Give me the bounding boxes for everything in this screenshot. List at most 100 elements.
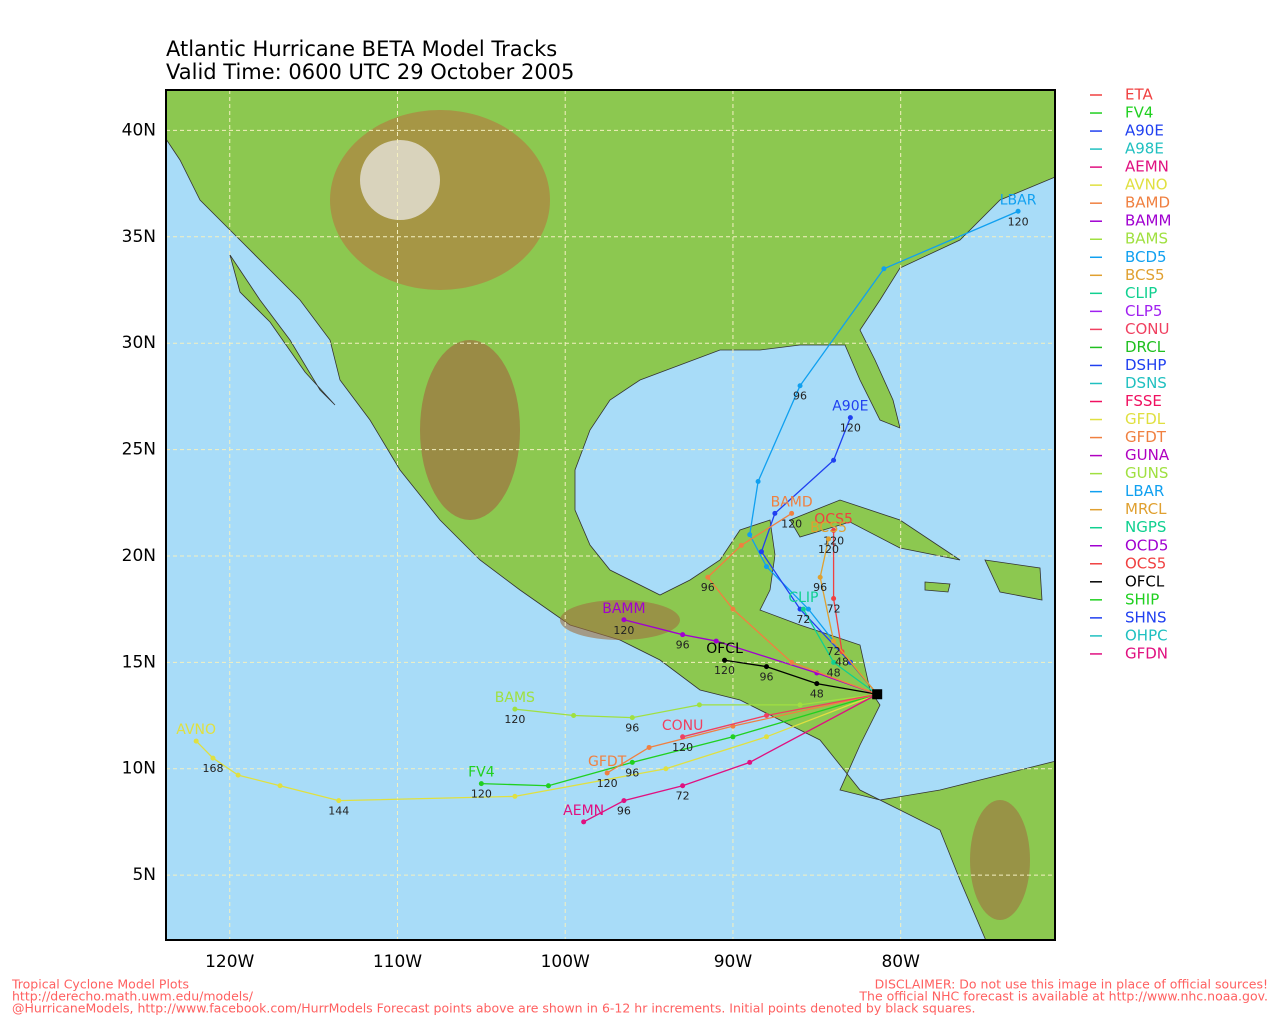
footer-left: http://derecho.math.uwm.edu/models/ bbox=[12, 989, 254, 1004]
track-label: BAMD bbox=[771, 494, 813, 510]
forecast-hour: 168 bbox=[202, 762, 223, 775]
track-point bbox=[758, 549, 764, 555]
legend-label: NGPS bbox=[1125, 518, 1166, 536]
track-point bbox=[629, 715, 635, 721]
track-point bbox=[831, 638, 837, 644]
track-label: BAMS bbox=[495, 690, 535, 706]
track-label: BAMM bbox=[602, 601, 645, 617]
track-point bbox=[789, 510, 795, 516]
legend-label: ETA bbox=[1125, 86, 1153, 104]
forecast-hour: 120 bbox=[504, 713, 525, 726]
legend-label: BCD5 bbox=[1125, 248, 1167, 266]
forecast-hour: 96 bbox=[625, 722, 639, 735]
track-point bbox=[1015, 208, 1021, 214]
track-label: GFDT bbox=[588, 754, 627, 770]
forecast-hour: 96 bbox=[625, 766, 639, 779]
track-point bbox=[881, 266, 887, 272]
track-point bbox=[789, 659, 795, 665]
footer-right: The official NHC forecast is available a… bbox=[858, 989, 1268, 1004]
legend-label: SHNS bbox=[1125, 608, 1167, 626]
forecast-hour: 144 bbox=[328, 805, 349, 818]
track-point bbox=[680, 632, 686, 638]
initial-point bbox=[872, 689, 883, 700]
y-tick-label: 25N bbox=[122, 440, 156, 460]
subtitle: Valid Time: 0600 UTC 29 October 2005 bbox=[166, 60, 574, 84]
track-point bbox=[210, 755, 216, 761]
track-line bbox=[706, 512, 878, 695]
track-point bbox=[696, 702, 702, 708]
track-point bbox=[831, 659, 837, 665]
track-point bbox=[814, 681, 820, 687]
track-point bbox=[800, 606, 806, 612]
legend-label: FV4 bbox=[1125, 104, 1153, 122]
track-label: AVNO bbox=[176, 722, 216, 738]
track-line bbox=[724, 659, 878, 695]
track-point bbox=[747, 532, 753, 538]
track-point bbox=[747, 759, 753, 765]
y-tick-label: 35N bbox=[122, 227, 156, 247]
track-point bbox=[797, 383, 803, 389]
legend-label: A90E bbox=[1125, 122, 1164, 140]
track-point bbox=[193, 738, 199, 744]
legend-label: OFCL bbox=[1125, 572, 1165, 590]
y-tick-label: 30N bbox=[122, 333, 156, 353]
y-tick-label: 10N bbox=[122, 759, 156, 779]
x-tick-label: 110W bbox=[373, 952, 422, 972]
forecast-hour: 120 bbox=[781, 517, 802, 530]
legend-label: GUNS bbox=[1125, 464, 1168, 482]
y-tick-label: 40N bbox=[122, 120, 156, 140]
track-point bbox=[581, 819, 587, 825]
x-tick-label: 120W bbox=[205, 952, 254, 972]
track-point bbox=[646, 744, 652, 750]
track-label: BCS5 bbox=[810, 520, 847, 536]
track-point bbox=[680, 734, 686, 740]
legend-label: GUNA bbox=[1125, 446, 1170, 464]
forecast-hour: 72 bbox=[676, 790, 690, 803]
forecast-hour: 120 bbox=[613, 624, 634, 637]
forecast-hour: 96 bbox=[617, 805, 631, 818]
track-point bbox=[805, 606, 811, 612]
legend-label: GFDN bbox=[1125, 644, 1168, 662]
track-point bbox=[621, 617, 627, 623]
map-frame bbox=[165, 89, 1056, 941]
track-point bbox=[235, 772, 241, 778]
legend-label: FSSE bbox=[1125, 392, 1162, 410]
legend-label: BAMM bbox=[1125, 212, 1171, 230]
legend-label: AVNO bbox=[1125, 176, 1168, 194]
legend-label: LBAR bbox=[1125, 482, 1164, 500]
track-point bbox=[478, 781, 484, 787]
legend-label: MRCL bbox=[1125, 500, 1167, 518]
legend-label: DRCL bbox=[1125, 338, 1166, 356]
track-line bbox=[819, 538, 878, 695]
track-label: AEMN bbox=[563, 803, 604, 819]
track-point bbox=[847, 415, 853, 421]
x-tick-label: 90W bbox=[714, 952, 753, 972]
track-point bbox=[763, 564, 769, 570]
legend-label: GFDL bbox=[1125, 410, 1166, 428]
track-point bbox=[722, 657, 728, 663]
track-point bbox=[831, 457, 837, 463]
forecast-hour: 48 bbox=[835, 656, 849, 669]
track-point bbox=[621, 798, 627, 804]
track-point bbox=[629, 759, 635, 765]
forecast-hour: 96 bbox=[701, 581, 715, 594]
forecast-hour: 96 bbox=[793, 390, 807, 403]
legend-label: GFDT bbox=[1125, 428, 1167, 446]
track-line bbox=[514, 693, 878, 719]
forecast-hour: 120 bbox=[840, 422, 861, 435]
legend-label: SHIP bbox=[1125, 590, 1159, 608]
track-label: CONU bbox=[662, 718, 704, 734]
forecast-hour: 96 bbox=[813, 581, 827, 594]
track-point bbox=[738, 542, 744, 548]
legend-label: BCS5 bbox=[1125, 266, 1165, 284]
track-point bbox=[755, 478, 761, 484]
track-point bbox=[571, 713, 577, 719]
track-point bbox=[713, 638, 719, 644]
track-point bbox=[730, 606, 736, 612]
track-point bbox=[663, 766, 669, 772]
track-label: A90E bbox=[832, 399, 868, 415]
track-label: FV4 bbox=[468, 765, 495, 781]
track-point bbox=[772, 510, 778, 516]
track-point bbox=[763, 713, 769, 719]
track-point bbox=[826, 536, 832, 542]
